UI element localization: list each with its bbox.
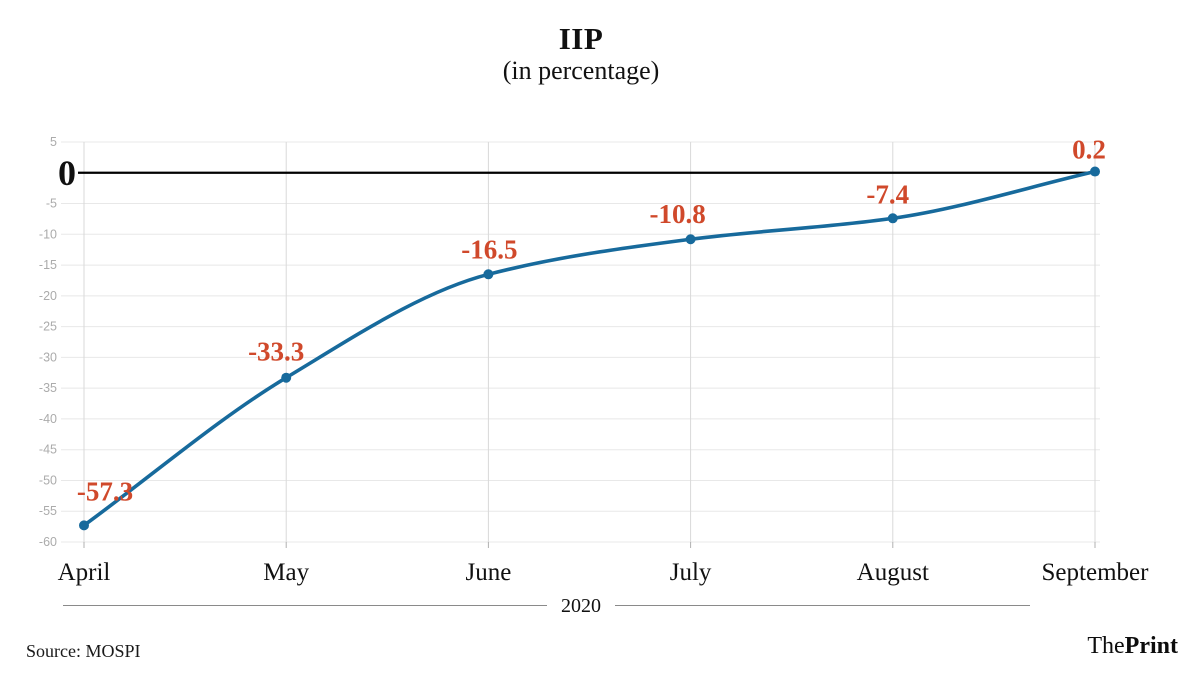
x-axis-label: June	[465, 559, 511, 586]
zero-label: 0	[58, 153, 76, 193]
data-point-label: -33.3	[248, 337, 304, 367]
x-axis-label: July	[670, 559, 712, 586]
x-axis-group-label: 2020	[547, 595, 615, 618]
chart-subtitle: (in percentage)	[502, 56, 660, 86]
page-title: IIP	[558, 21, 604, 56]
y-tick-label: -25	[39, 320, 57, 334]
data-point-label: -10.8	[649, 199, 705, 229]
y-tick-label: -35	[39, 381, 57, 395]
data-point-marker	[483, 269, 494, 280]
data-point-marker	[79, 520, 89, 531]
y-tick-label: 5	[50, 135, 57, 149]
x-axis-label: May	[263, 559, 309, 586]
y-tick-label: -60	[39, 535, 57, 549]
y-tick-label: -15	[39, 258, 57, 272]
data-point-marker	[887, 213, 898, 224]
x-axis-label: August	[857, 559, 929, 586]
trend-line	[82, 169, 1097, 528]
divider-line	[63, 605, 1030, 606]
y-tick-label: -10	[39, 227, 57, 241]
data-point-label: 0.2	[1072, 135, 1106, 165]
brand-logo: ThePrint	[1087, 633, 1178, 660]
data-point-label: -7.4	[866, 179, 909, 209]
chart-header: IIP (in percentage)	[0, 21, 1162, 86]
data-point-marker	[685, 234, 696, 245]
brand-logo-bold: Print	[1124, 633, 1178, 659]
y-tick-label: -40	[39, 412, 57, 426]
x-axis-year-divider: 2020	[63, 595, 1030, 618]
y-tick-label: -30	[39, 350, 57, 364]
y-tick-label: -55	[39, 504, 57, 518]
data-point-marker	[281, 372, 292, 383]
brand-logo-regular: The	[1087, 633, 1125, 659]
x-axis-label: April	[58, 559, 111, 586]
y-tick-label: -5	[46, 197, 57, 211]
source-note: Source: MOSPI	[26, 641, 141, 661]
data-point-label: -57.3	[77, 476, 133, 506]
y-tick-label: -20	[39, 289, 57, 303]
y-tick-label: -45	[39, 443, 57, 457]
y-tick-label: -50	[39, 473, 57, 487]
data-point-marker	[1090, 166, 1100, 177]
data-point-label: -16.5	[461, 234, 517, 264]
x-axis-label: September	[1042, 559, 1150, 586]
